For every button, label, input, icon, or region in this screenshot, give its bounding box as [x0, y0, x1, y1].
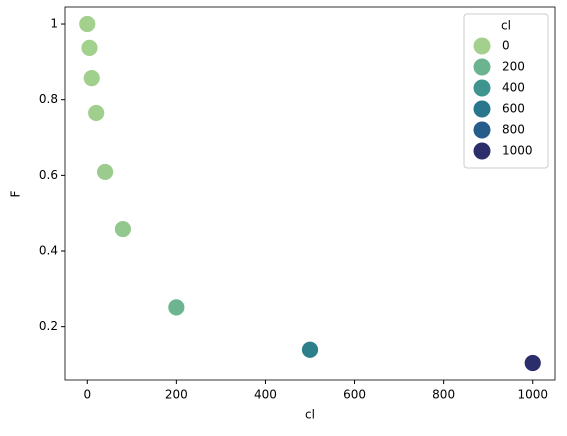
y-tick-label: 1 [50, 17, 58, 31]
x-axis-label: cl [305, 408, 315, 422]
x-tick-label: 600 [343, 388, 366, 402]
x-tick-label: 0 [83, 388, 91, 402]
y-tick-label: 0.4 [39, 244, 58, 258]
plot-frame [64, 6, 556, 381]
x-tick-label: 200 [165, 388, 188, 402]
point [523, 354, 542, 372]
point [167, 298, 186, 317]
legend-marker [473, 121, 491, 139]
y-tick-label: 0.8 [39, 92, 58, 106]
y-axis-label: F [9, 190, 23, 197]
point [114, 220, 132, 238]
legend-label: 200 [502, 60, 525, 74]
x-tick-label: 1000 [517, 388, 548, 402]
y-tick-label: 0.2 [39, 319, 58, 333]
legend-marker [473, 58, 491, 76]
point [96, 163, 114, 181]
x-tick-label: 800 [432, 388, 455, 402]
point [301, 340, 319, 359]
legend-title: cl [501, 19, 511, 33]
point [80, 38, 99, 57]
legend-label: 0 [502, 39, 510, 53]
point [82, 69, 101, 88]
point [78, 15, 97, 33]
legend-marker [473, 142, 491, 160]
legend-marker [473, 100, 491, 118]
point [87, 104, 106, 122]
x-tick-label: 400 [254, 388, 277, 402]
legend-label: 400 [502, 81, 525, 95]
legend-marker [473, 79, 491, 97]
legend-label: 1000 [502, 144, 533, 158]
y-tick-label: 0.6 [39, 168, 58, 182]
legend-label: 800 [502, 123, 525, 137]
legend-label: 600 [502, 102, 525, 116]
legend-marker [473, 37, 491, 55]
